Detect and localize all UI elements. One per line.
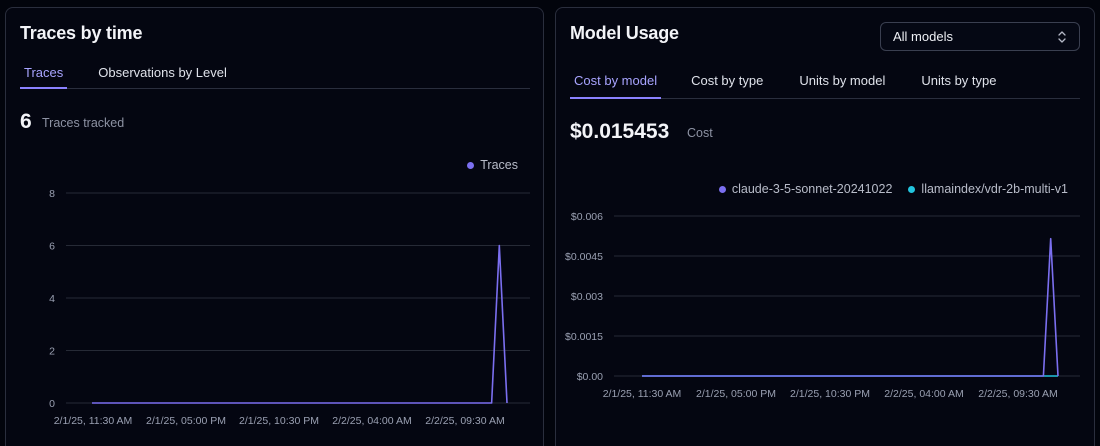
cost-total-value: $0.015453 xyxy=(570,120,670,143)
model-usage-panel: Model Usage All models Cost by model Cos… xyxy=(555,7,1095,446)
traces-by-time-panel: Traces by time Traces Observations by Le… xyxy=(5,7,544,446)
model-select-value: All models xyxy=(893,29,953,44)
usage-chart-series-line-0 xyxy=(642,237,1059,377)
usage-chart-x-tick-label: 2/2/25, 09:30 AM xyxy=(978,388,1057,400)
traces-chart-x-tick-label: 2/1/25, 10:30 PM xyxy=(239,415,319,427)
traces-count-value: 6 xyxy=(20,110,32,133)
cost-line-chart: $0.00 $0.0015 $0.003 $0.0045 $0.006 2/1/25, 1… xyxy=(565,211,1080,400)
usage-panel-title: Model Usage xyxy=(570,23,679,43)
traces-chart-x-tick-label: 2/1/25, 11:30 AM xyxy=(54,415,133,427)
traces-chart-series-line-0 xyxy=(92,244,508,404)
tab-observations-by-level[interactable]: Observations by Level xyxy=(98,65,227,80)
tab-cost-by-type[interactable]: Cost by type xyxy=(691,73,764,88)
tab-units-by-type[interactable]: Units by type xyxy=(921,73,997,88)
traces-chart-x-tick-label: 2/2/25, 04:00 AM xyxy=(332,415,411,427)
legend-dot-traces xyxy=(467,161,475,169)
legend-label-traces: Traces xyxy=(480,158,518,172)
legend-dot-claude xyxy=(718,185,726,193)
traces-chart-y-tick-label: 8 xyxy=(49,188,55,200)
usage-chart-y-tick-label: $0.00 xyxy=(577,371,603,383)
traces-count-label: Traces tracked xyxy=(42,116,125,130)
traces-chart-y-tick-label: 4 xyxy=(49,293,55,305)
traces-tabs: Traces Observations by Level xyxy=(20,65,530,89)
usage-chart-x-tick-label: 2/1/25, 11:30 AM xyxy=(603,388,682,400)
usage-chart-legend: claude-3-5-sonnet-20241022 llamaindex/vd… xyxy=(718,182,1068,196)
legend-item-llamaindex: llamaindex/vdr-2b-multi-v1 xyxy=(908,182,1068,196)
traces-chart-y-tick-label: 2 xyxy=(49,346,55,358)
legend-dot-llamaindex xyxy=(908,185,916,193)
legend-item-traces: Traces xyxy=(467,158,518,172)
traces-panel-title: Traces by time xyxy=(20,23,143,43)
traces-line-chart: 0 2 4 6 8 2/1/25, 11:30 AM 2/1/25, 05:00 PM 2/1… xyxy=(49,188,530,427)
traces-chart-y-tick-label: 6 xyxy=(49,241,55,253)
cost-total-label: Cost xyxy=(687,126,713,140)
legend-item-claude: claude-3-5-sonnet-20241022 xyxy=(718,182,893,196)
tab-traces[interactable]: Traces xyxy=(20,65,68,89)
usage-chart-x-tick-label: 2/1/25, 05:00 PM xyxy=(696,388,776,400)
tab-units-by-model[interactable]: Units by model xyxy=(799,73,886,88)
usage-tabs: Cost by model Cost by type Units by mode… xyxy=(570,73,1080,99)
chevron-up-down-icon xyxy=(1058,31,1066,43)
usage-chart-x-tick-label: 2/2/25, 04:00 AM xyxy=(884,388,963,400)
usage-chart-x-tick-label: 2/1/25, 10:30 PM xyxy=(790,388,870,400)
usage-chart-y-tick-label: $0.0045 xyxy=(565,251,603,263)
tab-cost-by-model[interactable]: Cost by model xyxy=(570,73,662,99)
traces-chart-legend: Traces xyxy=(467,158,518,172)
usage-chart-y-tick-label: $0.003 xyxy=(571,291,603,303)
traces-chart-y-tick-label: 0 xyxy=(49,398,55,410)
traces-chart-x-tick-label: 2/1/25, 05:00 PM xyxy=(146,415,226,427)
model-select[interactable]: All models xyxy=(880,22,1080,51)
usage-chart-y-tick-label: $0.006 xyxy=(571,211,603,223)
traces-chart-x-tick-label: 2/2/25, 09:30 AM xyxy=(425,415,504,427)
usage-chart-y-tick-label: $0.0015 xyxy=(565,331,603,343)
legend-label-llamaindex: llamaindex/vdr-2b-multi-v1 xyxy=(921,182,1068,196)
legend-label-claude: claude-3-5-sonnet-20241022 xyxy=(731,182,893,196)
